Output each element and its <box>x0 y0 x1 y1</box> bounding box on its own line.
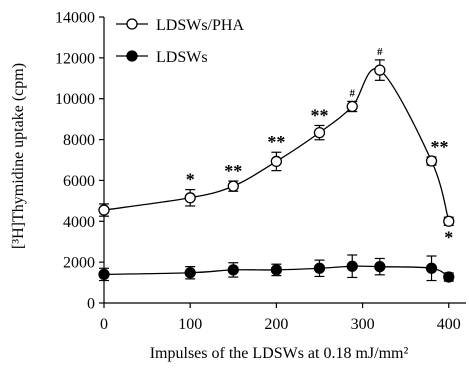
legend-label: LDSWs <box>156 49 208 66</box>
annotation-layer: * ******##*** <box>186 46 454 247</box>
data-point <box>425 155 438 167</box>
series-ldsws-pha <box>98 59 455 227</box>
legend: LDSWs/PHA LDSWs <box>116 17 244 66</box>
legend-label: LDSWs/PHA <box>156 17 244 34</box>
x-tick-label: 100 <box>178 316 202 333</box>
y-tick-label: 2000 <box>63 255 95 272</box>
significance-label: # <box>377 46 383 58</box>
y-axis-title: [³H]Thymidine uptake (cpm) <box>10 63 27 249</box>
data-point <box>227 180 239 192</box>
significance-label: ** <box>224 161 242 181</box>
significance-label: ** <box>267 132 285 152</box>
x-axis-title: Impulses of the LDSWs at 0.18 mJ/mm² <box>150 345 409 362</box>
data-point <box>374 260 386 273</box>
data-point <box>346 260 358 272</box>
y-tick-label: 14000 <box>55 10 95 27</box>
data-point <box>374 64 386 76</box>
y-tick-label: 6000 <box>63 173 95 190</box>
data-point <box>270 155 283 168</box>
significance-label: ** <box>310 105 328 125</box>
significance-label: ** <box>431 137 449 157</box>
legend-marker <box>126 50 138 62</box>
significance-label: * <box>444 227 453 247</box>
data-point <box>313 126 326 139</box>
significance-label: * <box>186 170 195 190</box>
data-point <box>443 271 455 283</box>
y-tick-label: 8000 <box>63 132 95 149</box>
significance-label: # <box>349 87 355 99</box>
y-tick-label: 10000 <box>55 91 95 108</box>
y-tick-label: 4000 <box>63 214 95 231</box>
data-point <box>184 267 196 279</box>
data-point <box>346 100 358 113</box>
data-point <box>270 264 283 276</box>
x-tick-label: 0 <box>100 316 108 333</box>
x-tick-label: 300 <box>351 316 375 333</box>
data-point <box>184 192 196 204</box>
data-point <box>98 204 110 216</box>
data-point <box>227 264 239 276</box>
x-tick-label: 200 <box>264 316 288 333</box>
axes: 0 2000 4000 6000 8000 10000 12000 14000 0 100 200 3… <box>55 10 466 333</box>
series-layer <box>98 59 455 283</box>
data-point <box>443 215 455 227</box>
x-tick-label: 400 <box>437 316 461 333</box>
data-point <box>313 262 326 274</box>
y-tick-label: 0 <box>87 296 95 313</box>
data-point <box>98 268 110 281</box>
y-tick-label: 12000 <box>55 50 95 67</box>
legend-marker <box>126 18 138 30</box>
data-point <box>425 262 438 274</box>
series-ldsws <box>98 254 455 283</box>
